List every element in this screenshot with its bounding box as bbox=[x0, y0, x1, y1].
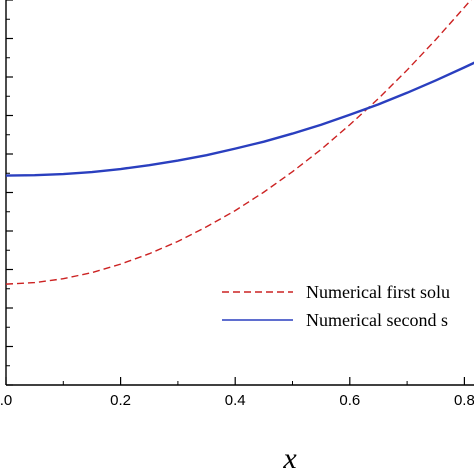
axes: .0 0.2 0.4 0.6 0.8 bbox=[0, 0, 474, 409]
x-tick-label: 0.8 bbox=[454, 392, 474, 409]
x-tick-label: 0.6 bbox=[339, 392, 360, 409]
legend: Numerical first solu Numerical second s bbox=[222, 282, 450, 330]
series-layer bbox=[5, 0, 474, 285]
series-first-solution-line bbox=[5, 0, 472, 285]
x-tick-label: 0.4 bbox=[225, 392, 246, 409]
legend-label: Numerical second s bbox=[306, 310, 448, 330]
x-axis-label: x bbox=[282, 442, 297, 474]
x-tick-label: .0 bbox=[0, 392, 12, 409]
x-tick-label: 0.2 bbox=[110, 392, 131, 409]
legend-label: Numerical first solu bbox=[306, 282, 450, 302]
series-second-solution-line bbox=[5, 61, 474, 177]
